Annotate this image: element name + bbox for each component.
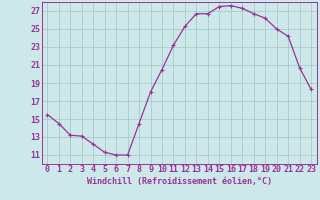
- X-axis label: Windchill (Refroidissement éolien,°C): Windchill (Refroidissement éolien,°C): [87, 177, 272, 186]
